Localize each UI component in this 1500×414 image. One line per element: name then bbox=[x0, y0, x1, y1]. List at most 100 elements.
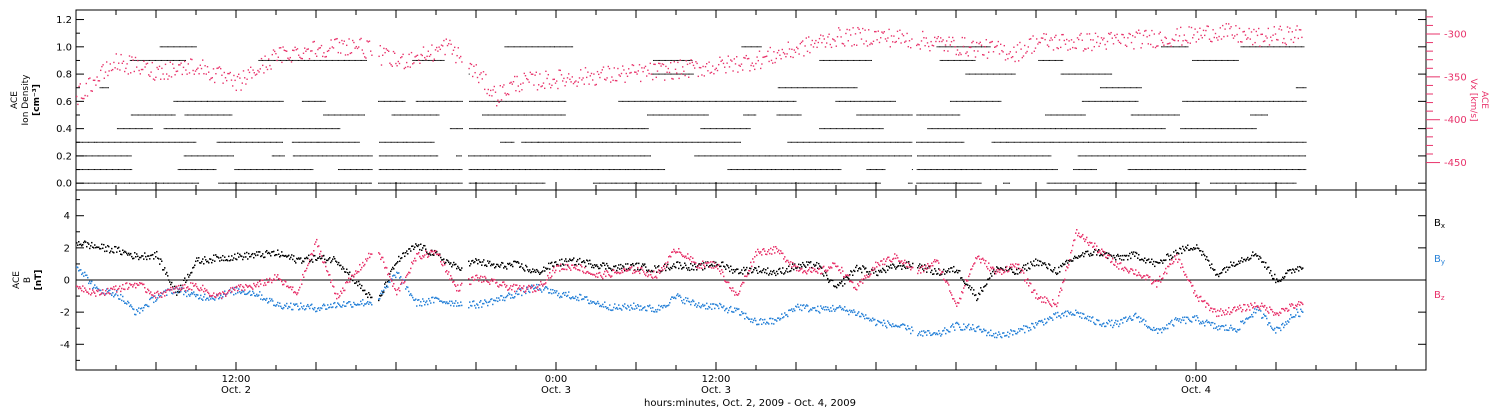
density-point bbox=[952, 155, 953, 156]
density-point bbox=[1138, 183, 1139, 184]
density-point bbox=[978, 155, 979, 156]
density-point bbox=[111, 183, 112, 184]
density-point bbox=[299, 155, 300, 156]
density-point bbox=[92, 183, 93, 184]
density-point bbox=[269, 142, 270, 143]
density-point bbox=[511, 115, 512, 116]
density-point bbox=[944, 155, 945, 156]
density-point bbox=[627, 155, 628, 156]
density-point bbox=[557, 128, 558, 129]
density-point bbox=[366, 183, 367, 184]
density-point bbox=[222, 128, 223, 129]
density-point bbox=[1190, 128, 1191, 129]
density-series bbox=[76, 46, 1307, 183]
density-point bbox=[484, 101, 485, 102]
density-point bbox=[693, 142, 694, 143]
density-point bbox=[518, 155, 519, 156]
density-point bbox=[993, 155, 994, 156]
density-point bbox=[217, 155, 218, 156]
density-point bbox=[1208, 142, 1209, 143]
density-point bbox=[1244, 142, 1245, 143]
density-point bbox=[699, 115, 700, 116]
density-point bbox=[355, 142, 356, 143]
density-point bbox=[541, 169, 542, 170]
density-point bbox=[769, 183, 770, 184]
density-point bbox=[1143, 128, 1144, 129]
density-point bbox=[740, 142, 741, 143]
density-point bbox=[1116, 155, 1117, 156]
density-point bbox=[1092, 169, 1093, 170]
density-point bbox=[447, 169, 448, 170]
density-point bbox=[1133, 142, 1134, 143]
density-point bbox=[932, 183, 933, 184]
density-point bbox=[185, 169, 186, 170]
density-point bbox=[1016, 169, 1017, 170]
density-point bbox=[295, 155, 296, 156]
density-point bbox=[1015, 142, 1016, 143]
density-point bbox=[412, 115, 413, 116]
density-point bbox=[724, 128, 725, 129]
density-point bbox=[960, 128, 961, 129]
density-point bbox=[1035, 169, 1036, 170]
density-point bbox=[788, 169, 789, 170]
density-point bbox=[844, 128, 845, 129]
density-point bbox=[1213, 142, 1214, 143]
density-point bbox=[1205, 155, 1206, 156]
density-point bbox=[475, 155, 476, 156]
density-point bbox=[1053, 142, 1054, 143]
density-point bbox=[1257, 183, 1258, 184]
density-point bbox=[626, 128, 627, 129]
density-point bbox=[1209, 128, 1210, 129]
density-point bbox=[829, 183, 830, 184]
density-point bbox=[434, 169, 435, 170]
density-point bbox=[665, 101, 666, 102]
density-point bbox=[1035, 155, 1036, 156]
density-point bbox=[230, 128, 231, 129]
density-point bbox=[107, 155, 108, 156]
density-point bbox=[522, 101, 523, 102]
density-point bbox=[609, 169, 610, 170]
density-point bbox=[1002, 142, 1003, 143]
density-point bbox=[1090, 183, 1091, 184]
density-point bbox=[492, 183, 493, 184]
density-point bbox=[1096, 183, 1097, 184]
density-point bbox=[638, 155, 639, 156]
density-point bbox=[917, 142, 918, 143]
density-point bbox=[259, 183, 260, 184]
density-point bbox=[1247, 128, 1248, 129]
density-point bbox=[780, 115, 781, 116]
density-point bbox=[507, 169, 508, 170]
density-point bbox=[1103, 183, 1104, 184]
density-point bbox=[866, 142, 867, 143]
density-point bbox=[829, 142, 830, 143]
density-point bbox=[537, 155, 538, 156]
density-point bbox=[196, 128, 197, 129]
density-point bbox=[488, 183, 489, 184]
density-point bbox=[316, 101, 317, 102]
density-point bbox=[1253, 142, 1254, 143]
density-point bbox=[1080, 169, 1081, 170]
density-point bbox=[711, 128, 712, 129]
density-point bbox=[885, 115, 886, 116]
density-point bbox=[633, 101, 634, 102]
density-point bbox=[991, 155, 992, 156]
density-point bbox=[1267, 183, 1268, 184]
density-point bbox=[872, 115, 873, 116]
density-point bbox=[500, 183, 501, 184]
density-point bbox=[1197, 128, 1198, 129]
density-point bbox=[474, 128, 475, 129]
density-point bbox=[693, 115, 694, 116]
density-point bbox=[697, 183, 698, 184]
density-point bbox=[970, 128, 971, 129]
density-point bbox=[708, 155, 709, 156]
density-point bbox=[658, 142, 659, 143]
density-point bbox=[1154, 115, 1155, 116]
density-point bbox=[716, 128, 717, 129]
density-point bbox=[880, 142, 881, 143]
density-point bbox=[810, 183, 811, 184]
density-point bbox=[404, 183, 405, 184]
density-point bbox=[286, 128, 287, 129]
density-point bbox=[1295, 183, 1296, 184]
density-point bbox=[392, 142, 393, 143]
density-point bbox=[99, 169, 100, 170]
